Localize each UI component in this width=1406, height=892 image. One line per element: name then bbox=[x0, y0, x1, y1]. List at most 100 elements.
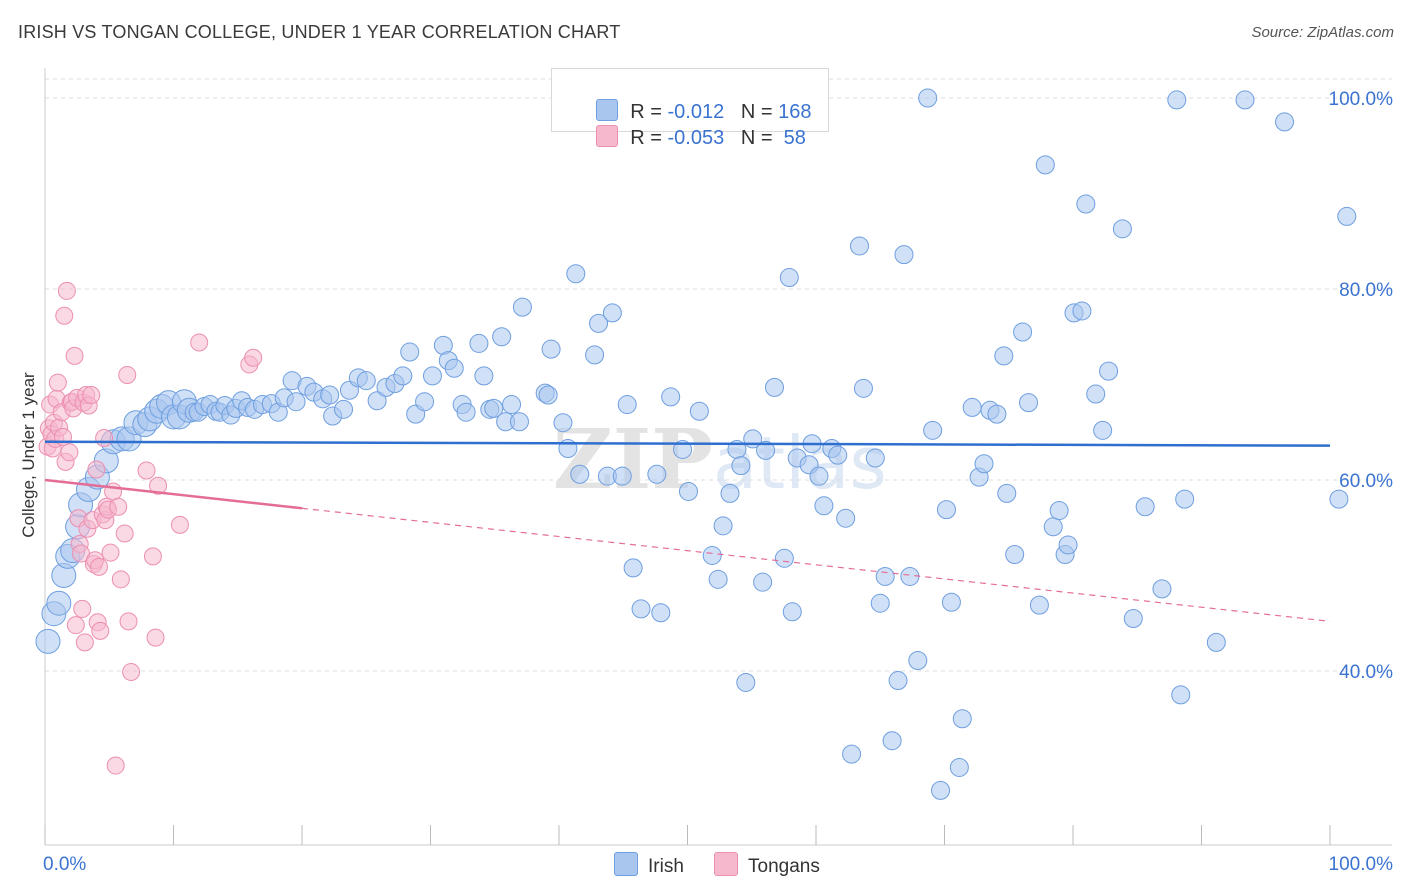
irish-point-162 bbox=[1175, 489, 1195, 509]
tongans-point-46 bbox=[106, 756, 125, 775]
irish-point-54 bbox=[393, 366, 413, 386]
irish-point-96 bbox=[713, 516, 733, 536]
irish-point-41 bbox=[286, 392, 306, 412]
legend-row-irish: R = -0.012 N = 168 bbox=[574, 76, 812, 123]
irish-point-71 bbox=[509, 412, 529, 432]
irish-point-105 bbox=[774, 548, 794, 568]
irish-legend-label: Irish bbox=[648, 856, 684, 877]
irish-point-118 bbox=[853, 378, 873, 398]
tongans-trend-line-dashed bbox=[301, 507, 1331, 622]
series-legend-tongans[interactable]: Tongans bbox=[714, 852, 820, 878]
irish-point-70 bbox=[502, 395, 522, 415]
irish-point-126 bbox=[908, 650, 928, 670]
irish-point-2 bbox=[46, 590, 72, 616]
irish-point-93 bbox=[689, 401, 709, 421]
tongans-point-45 bbox=[104, 482, 123, 501]
irish-point-130 bbox=[936, 500, 956, 520]
irish-point-139 bbox=[994, 346, 1014, 366]
tongans-point-55 bbox=[146, 628, 165, 647]
irish-point-102 bbox=[753, 572, 773, 592]
irish-point-157 bbox=[1123, 608, 1143, 628]
tongans-trend-line-solid bbox=[44, 478, 303, 510]
irish-point-124 bbox=[894, 245, 914, 265]
data-points bbox=[35, 88, 1357, 800]
legend-row-tongans: R = -0.053 N = 58 bbox=[574, 102, 806, 149]
irish-point-106 bbox=[779, 268, 799, 288]
y-tick-label-40: 40.0% bbox=[1339, 662, 1393, 683]
irish-n-label: N = bbox=[740, 101, 779, 123]
irish-point-99 bbox=[731, 456, 751, 476]
irish-point-132 bbox=[949, 757, 969, 777]
tongans-point-40 bbox=[95, 428, 114, 447]
tongans-point-48 bbox=[111, 570, 130, 589]
irish-point-149 bbox=[1058, 535, 1078, 555]
irish-point-75 bbox=[541, 339, 561, 359]
irish-point-104 bbox=[764, 377, 784, 397]
irish-point-68 bbox=[492, 327, 512, 347]
tongans-point-31 bbox=[82, 386, 101, 405]
irish-point-65 bbox=[474, 366, 494, 386]
tongans-point-57 bbox=[170, 515, 189, 534]
irish-point-84 bbox=[612, 466, 632, 486]
irish-point-166 bbox=[1329, 489, 1349, 509]
tongans-point-27 bbox=[75, 633, 94, 652]
tongans-point-8 bbox=[48, 373, 67, 392]
tongans-point-60 bbox=[244, 348, 263, 367]
irish-n-value: 168 bbox=[778, 101, 812, 123]
irish-point-143 bbox=[1019, 393, 1039, 413]
irish-point-103 bbox=[756, 440, 776, 460]
irish-point-160 bbox=[1167, 90, 1187, 110]
tongans-point-35 bbox=[87, 460, 106, 479]
irish-point-144 bbox=[1029, 595, 1049, 615]
tongans-r-value: -0.053 bbox=[667, 127, 725, 149]
irish-point-64 bbox=[469, 333, 489, 353]
chart-title: IRISH VS TONGAN COLLEGE, UNDER 1 YEAR CO… bbox=[18, 22, 621, 42]
irish-r-label: R = bbox=[630, 101, 668, 123]
irish-point-0 bbox=[35, 628, 61, 654]
irish-point-147 bbox=[1049, 501, 1069, 521]
tongans-point-15 bbox=[60, 443, 79, 462]
tongans-point-44 bbox=[101, 543, 120, 562]
axes bbox=[44, 68, 1392, 846]
y-tick-label-60: 60.0% bbox=[1339, 471, 1393, 492]
irish-point-87 bbox=[631, 599, 651, 619]
tongans-point-54 bbox=[143, 547, 162, 566]
irish-point-50 bbox=[356, 371, 376, 391]
irish-point-164 bbox=[1235, 90, 1255, 110]
irish-point-107 bbox=[782, 602, 802, 622]
irish-swatch bbox=[596, 99, 619, 121]
tongans-point-56 bbox=[149, 476, 168, 495]
tongans-point-12 bbox=[55, 306, 74, 325]
tongans-legend-swatch bbox=[714, 852, 738, 876]
irish-point-57 bbox=[415, 392, 435, 412]
irish-point-77 bbox=[566, 264, 586, 284]
tongans-point-50 bbox=[118, 365, 137, 384]
irish-point-123 bbox=[888, 671, 908, 691]
correlation-legend: R = -0.012 N = 168 R = -0.053 N = 58 bbox=[551, 68, 829, 149]
tongans-r-label: R = bbox=[630, 127, 668, 149]
tongans-point-14 bbox=[57, 281, 76, 300]
irish-point-156 bbox=[1112, 219, 1132, 239]
irish-point-86 bbox=[623, 558, 643, 578]
irish-point-63 bbox=[456, 402, 476, 422]
series-legend-irish[interactable]: Irish bbox=[614, 852, 684, 878]
irish-point-114 bbox=[828, 445, 848, 465]
tongans-point-51 bbox=[119, 612, 138, 631]
irish-point-92 bbox=[678, 481, 698, 501]
irish-point-153 bbox=[1086, 384, 1106, 404]
irish-point-90 bbox=[661, 387, 681, 407]
tick-labels: 40.0% 60.0% 80.0% 100.0% 0.0% 100.0% bbox=[43, 89, 1393, 875]
irish-point-81 bbox=[589, 313, 609, 333]
irish-point-61 bbox=[444, 358, 464, 378]
irish-point-155 bbox=[1099, 361, 1119, 381]
y-tick-label-80: 80.0% bbox=[1339, 280, 1393, 301]
irish-point-133 bbox=[952, 709, 972, 729]
irish-point-163 bbox=[1206, 632, 1226, 652]
irish-r-value: -0.012 bbox=[667, 101, 725, 123]
trend-lines bbox=[44, 440, 1331, 622]
irish-point-55 bbox=[400, 342, 420, 362]
tongans-point-52 bbox=[122, 662, 141, 681]
irish-point-145 bbox=[1035, 155, 1055, 175]
irish-point-131 bbox=[941, 592, 961, 612]
